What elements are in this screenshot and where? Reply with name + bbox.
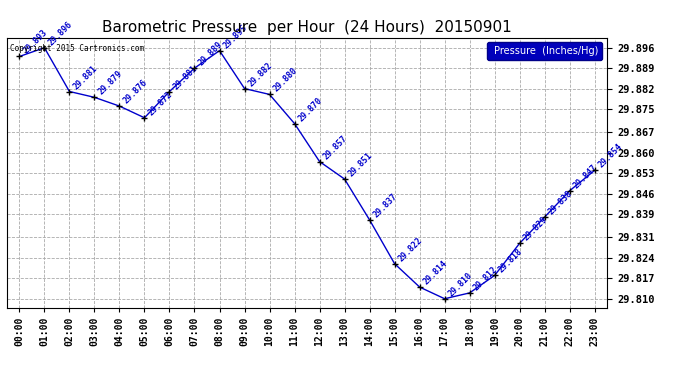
Text: Copyright 2015 Cartronics.com: Copyright 2015 Cartronics.com xyxy=(10,44,144,53)
Text: 29.847: 29.847 xyxy=(571,163,599,190)
Text: 29.881: 29.881 xyxy=(71,63,99,91)
Text: 29.872: 29.872 xyxy=(146,90,174,117)
Text: 29.829: 29.829 xyxy=(522,215,549,243)
Legend: Pressure  (Inches/Hg): Pressure (Inches/Hg) xyxy=(487,42,602,60)
Text: 29.879: 29.879 xyxy=(96,69,124,97)
Text: 29.893: 29.893 xyxy=(21,28,49,56)
Text: 29.882: 29.882 xyxy=(246,60,274,88)
Text: 29.814: 29.814 xyxy=(422,259,449,286)
Text: 29.870: 29.870 xyxy=(296,96,324,123)
Text: 29.812: 29.812 xyxy=(471,265,499,292)
Text: 29.876: 29.876 xyxy=(121,78,149,105)
Text: 29.857: 29.857 xyxy=(322,134,349,161)
Text: 29.854: 29.854 xyxy=(596,142,624,170)
Text: 29.880: 29.880 xyxy=(271,66,299,94)
Text: 29.881: 29.881 xyxy=(171,63,199,91)
Text: 29.818: 29.818 xyxy=(496,247,524,275)
Text: 29.895: 29.895 xyxy=(221,22,249,50)
Text: 29.810: 29.810 xyxy=(446,271,474,298)
Text: 29.837: 29.837 xyxy=(371,192,399,219)
Text: 29.896: 29.896 xyxy=(46,20,74,47)
Text: 29.838: 29.838 xyxy=(546,189,574,216)
Text: 29.889: 29.889 xyxy=(196,40,224,68)
Text: 29.822: 29.822 xyxy=(396,236,424,263)
Title: Barometric Pressure  per Hour  (24 Hours)  20150901: Barometric Pressure per Hour (24 Hours) … xyxy=(102,20,512,35)
Text: 29.851: 29.851 xyxy=(346,151,374,178)
